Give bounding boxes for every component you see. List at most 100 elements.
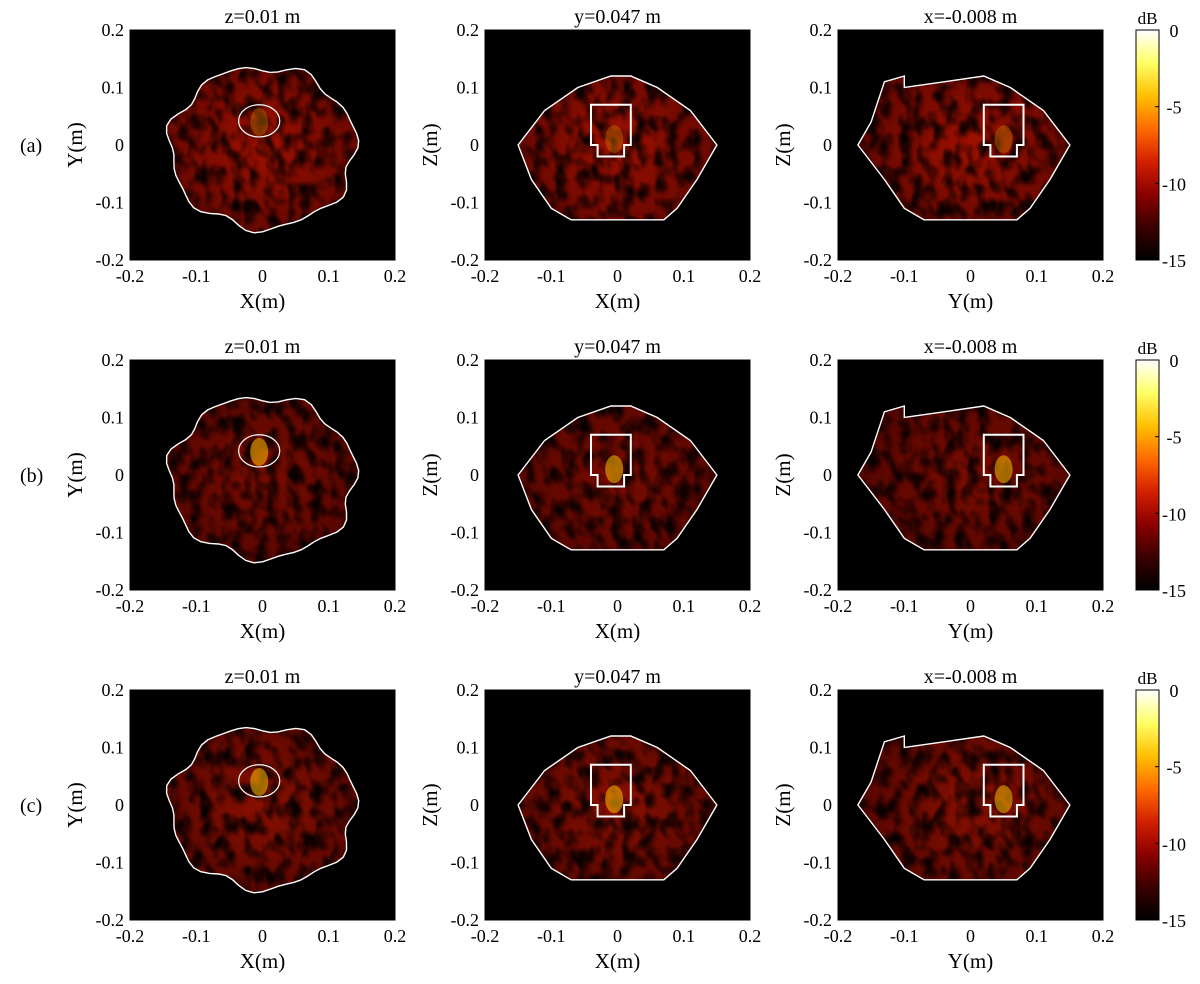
- colorbar-tick-label: 0: [1170, 21, 1179, 41]
- y-tick-label: -0.2: [451, 910, 480, 930]
- y-tick-label: 0.1: [102, 738, 125, 758]
- target-outline: [590, 103, 632, 158]
- y-tick-label: 0.2: [810, 20, 833, 40]
- y-tick-label: -0.1: [451, 193, 480, 213]
- y-tick-label: 0.1: [810, 738, 833, 758]
- x-tick-label: 0.1: [1026, 266, 1049, 286]
- y-axis-label: Z(m): [771, 453, 795, 496]
- x-tick-label: 0.2: [384, 596, 407, 616]
- x-tick-label: 0.1: [318, 266, 341, 286]
- x-tick-label: -0.2: [471, 596, 500, 616]
- x-tick-label: 0.1: [318, 596, 341, 616]
- colorbar-label: dB: [1138, 339, 1158, 358]
- x-tick-label: 0: [966, 926, 975, 946]
- x-tick-label: 0: [258, 596, 267, 616]
- x-tick-label: 0: [613, 596, 622, 616]
- panel-title: z=0.01 m: [225, 666, 301, 688]
- x-tick-label: 0: [258, 266, 267, 286]
- y-tick-label: 0.2: [457, 680, 480, 700]
- x-tick-label: 0.2: [384, 266, 407, 286]
- y-tick-label: 0.2: [102, 350, 125, 370]
- x-tick-label: 0.1: [673, 926, 696, 946]
- x-tick-label: 0.2: [1092, 596, 1115, 616]
- panel-title: y=0.047 m: [574, 6, 661, 28]
- y-tick-label: 0: [115, 135, 124, 155]
- x-tick-label: -0.1: [182, 596, 211, 616]
- panel-1-1: -0.2 -0.1 0 0.1 0.2 -0.2 -0.1 0 0.1 0.2 y=0.047 m X…: [418, 336, 761, 643]
- domain-outline: [165, 66, 360, 234]
- panel-title: z=0.01 m: [225, 6, 301, 28]
- y-tick-label: 0: [470, 795, 479, 815]
- colorbar: dB 0 -5 -10 -15: [1135, 669, 1186, 931]
- x-tick-label: 0: [613, 926, 622, 946]
- x-tick-label: 0: [613, 266, 622, 286]
- panel-title: z=0.01 m: [225, 336, 301, 358]
- y-tick-label: 0: [115, 465, 124, 485]
- y-tick-label: -0.2: [804, 910, 833, 930]
- x-tick-label: -0.1: [890, 926, 919, 946]
- x-tick-label: 0: [966, 596, 975, 616]
- y-axis-label: Z(m): [418, 453, 442, 496]
- x-axis-label: X(m): [240, 949, 286, 973]
- y-axis-label: Z(m): [418, 123, 442, 166]
- x-tick-label: 0.2: [739, 266, 762, 286]
- y-tick-label: -0.1: [451, 853, 480, 873]
- target-outline: [590, 433, 632, 488]
- colorbar-tick-label: -5: [1167, 98, 1182, 118]
- x-tick-label: -0.2: [824, 596, 853, 616]
- y-tick-label: 0.1: [102, 78, 125, 98]
- panel-title: y=0.047 m: [574, 666, 661, 688]
- y-tick-label: -0.1: [804, 523, 833, 543]
- x-tick-label: -0.2: [471, 266, 500, 286]
- y-tick-label: -0.2: [451, 580, 480, 600]
- x-tick-label: 0: [966, 266, 975, 286]
- x-tick-label: 0.1: [673, 596, 696, 616]
- target-outline: [982, 763, 1025, 818]
- target-outline: [982, 103, 1025, 158]
- y-tick-label: -0.2: [96, 910, 125, 930]
- domain-outline: [165, 396, 360, 564]
- y-tick-label: 0.2: [810, 680, 833, 700]
- x-axis-label: X(m): [595, 619, 641, 643]
- row-label: (c): [20, 795, 42, 817]
- target-outline: [238, 764, 281, 798]
- x-tick-label: -0.1: [182, 266, 211, 286]
- y-tick-label: -0.1: [96, 523, 125, 543]
- y-tick-label: -0.1: [804, 193, 833, 213]
- y-tick-label: 0.2: [457, 350, 480, 370]
- y-tick-label: 0.2: [102, 20, 125, 40]
- x-tick-label: 0.1: [673, 266, 696, 286]
- x-tick-label: 0.1: [1026, 596, 1049, 616]
- panel-title: x=-0.008 m: [924, 6, 1018, 28]
- colorbar: dB 0 -5 -10 -15: [1135, 9, 1186, 271]
- y-tick-label: -0.2: [804, 580, 833, 600]
- colorbar-tick-label: -15: [1162, 911, 1186, 931]
- target-outline: [238, 104, 281, 138]
- domain-outline: [517, 735, 718, 881]
- y-axis-label: Y(m): [63, 122, 87, 168]
- colorbar-gradient: [1135, 689, 1160, 921]
- x-tick-label: 0.2: [739, 926, 762, 946]
- y-tick-label: 0: [823, 135, 832, 155]
- y-tick-label: 0.2: [102, 680, 125, 700]
- domain-outline: [517, 75, 718, 221]
- colorbar-gradient: [1135, 29, 1160, 261]
- y-tick-label: 0.1: [457, 408, 480, 428]
- y-axis-label: Y(m): [63, 452, 87, 498]
- y-tick-label: 0.1: [810, 78, 833, 98]
- x-tick-label: 0.2: [384, 926, 407, 946]
- panel-2-1: -0.2 -0.1 0 0.1 0.2 -0.2 -0.1 0 0.1 0.2 y=0.047 m X…: [418, 666, 761, 973]
- panel-0-0: -0.2 -0.1 0 0.1 0.2 -0.2 -0.1 0 0.1 0.2 z=0.01 m X(…: [63, 6, 406, 313]
- target-outline: [982, 433, 1025, 488]
- domain-outline: [517, 405, 718, 551]
- y-tick-label: 0: [470, 465, 479, 485]
- x-axis-label: X(m): [595, 949, 641, 973]
- panel-2-2: -0.2 -0.1 0 0.1 0.2 -0.2 -0.1 0 0.1 0.2 x=-0.008 m…: [771, 666, 1114, 973]
- x-tick-label: -0.2: [116, 266, 145, 286]
- domain-outline: [165, 726, 360, 894]
- y-tick-label: -0.2: [451, 250, 480, 270]
- x-tick-label: 0.1: [1026, 926, 1049, 946]
- y-tick-label: 0.1: [457, 78, 480, 98]
- x-tick-label: -0.2: [471, 926, 500, 946]
